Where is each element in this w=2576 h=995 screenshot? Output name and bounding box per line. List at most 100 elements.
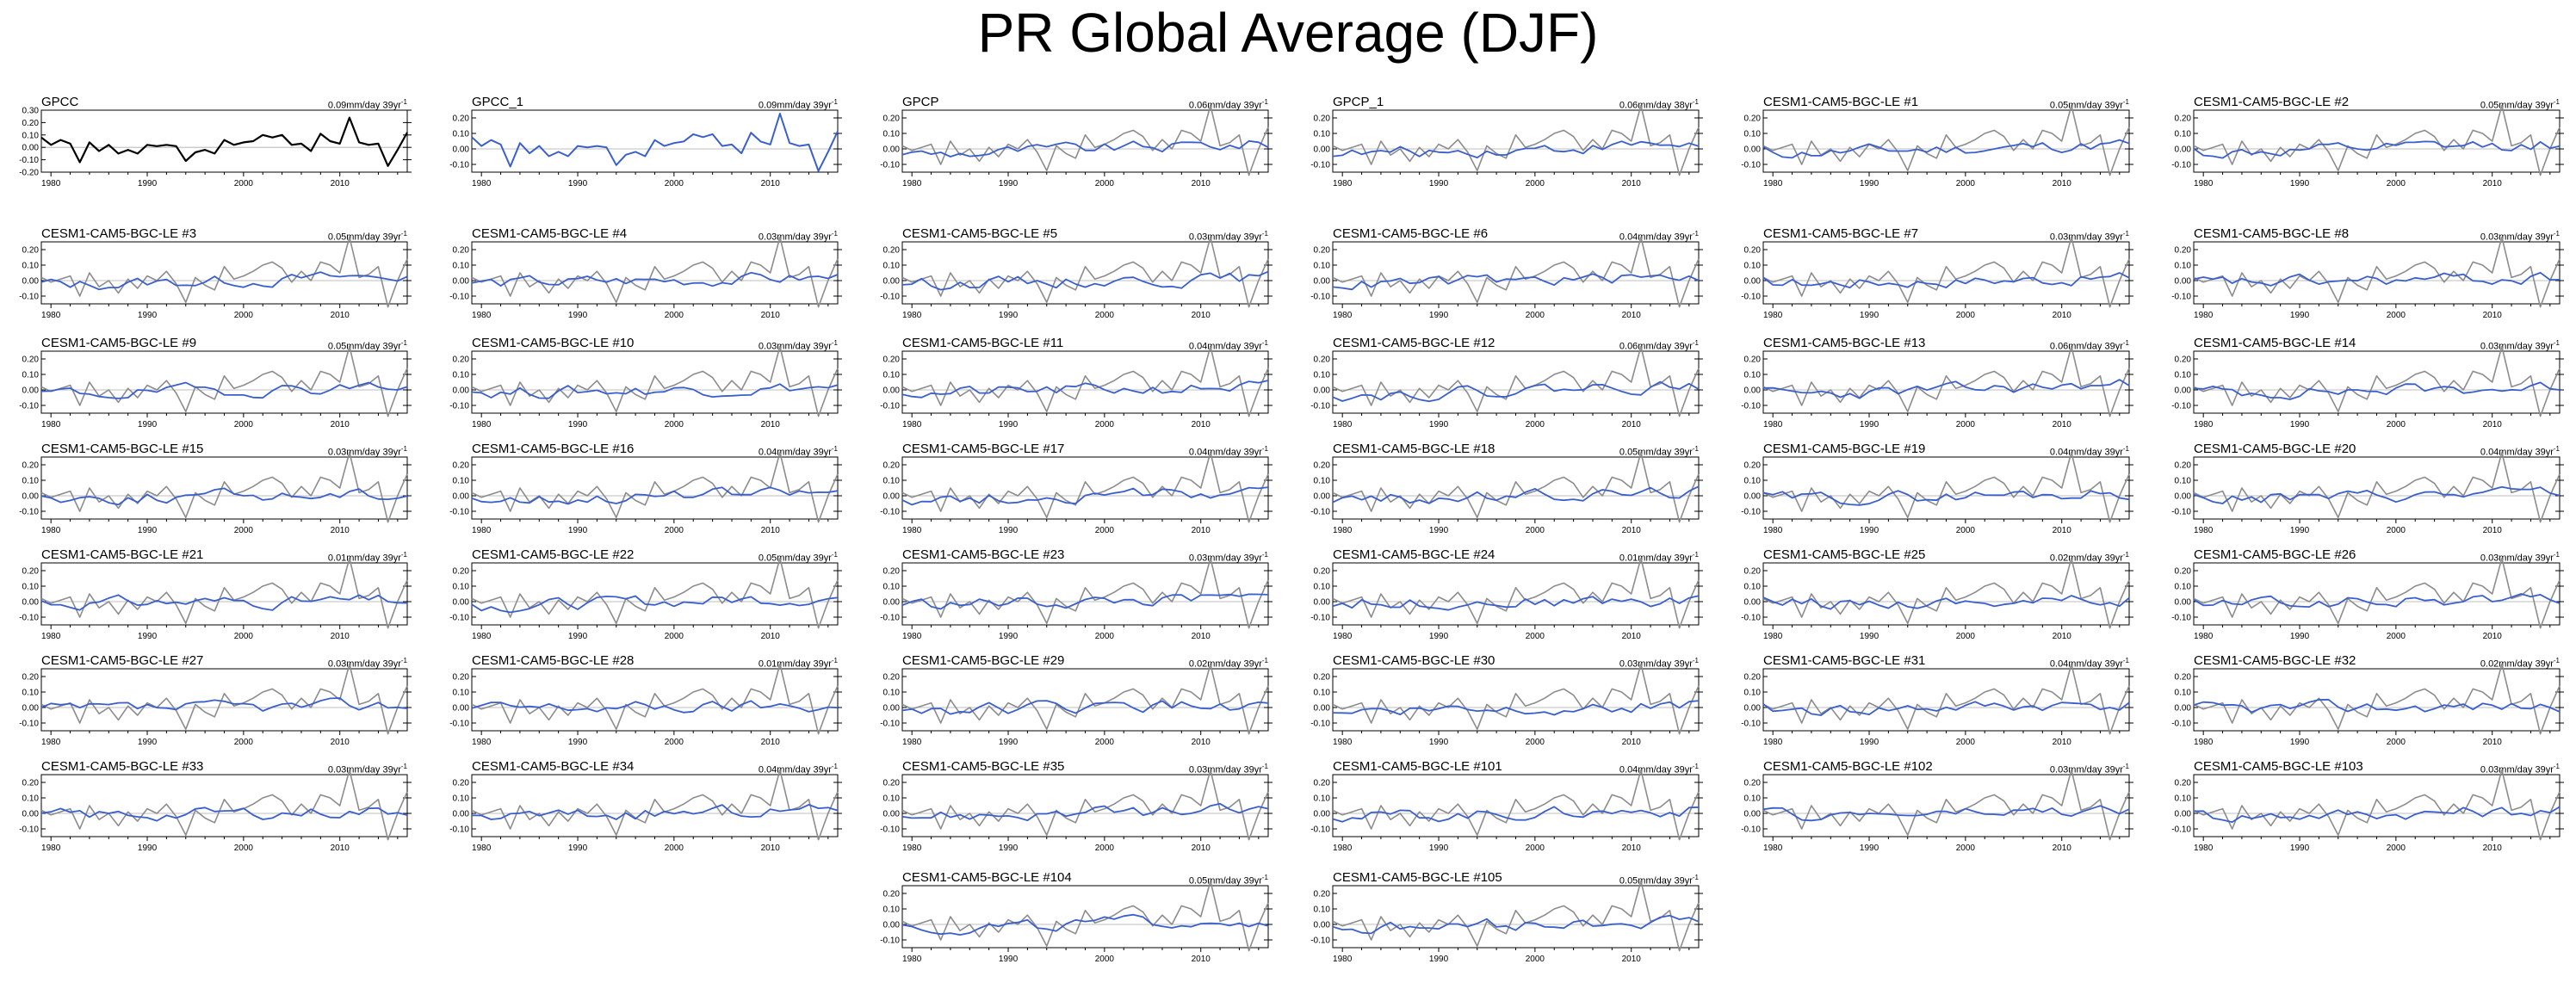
panel: CESM1-CAM5-BGC-LE #33 0.03mm/day 39yr-1 0.… (19, 759, 446, 862)
panel: CESM1-CAM5-BGC-LE #103 0.03mm/day 39yr-1 0… (2171, 759, 2576, 862)
x-tick-label: 2000 (2387, 420, 2406, 430)
y-tick-label: 0.10 (2175, 689, 2192, 698)
x-tick-label: 2010 (761, 526, 781, 535)
x-tick-label: 2010 (2483, 311, 2503, 320)
panel-trend-label: 0.04mm/day 39yr-1 (2480, 445, 2560, 458)
y-tick-label: 0.20 (1744, 246, 1762, 256)
observed-series-line (1762, 557, 2130, 629)
panel-trend-label: 0.01mm/day 39yr-1 (1619, 551, 1699, 564)
panel: CESM1-CAM5-BGC-LE #5 0.03mm/day 39yr-1 0.2… (880, 226, 1307, 330)
panel-title: CESM1-CAM5-BGC-LE #16 (472, 442, 635, 456)
panel-trend-label: 0.03mm/day 39yr-1 (2480, 339, 2560, 352)
x-tick-label: 1990 (1860, 844, 1879, 853)
observed-series-line (1762, 663, 2130, 735)
x-tick-label: 2000 (234, 179, 254, 188)
panel: CESM1-CAM5-BGC-LE #104 0.05mm/day 39yr-1 0… (880, 870, 1307, 973)
y-tick-label: 0.20 (22, 355, 40, 365)
x-tick-label: 1990 (999, 311, 1019, 320)
y-tick-label: 0.10 (1314, 477, 1331, 486)
y-tick-label: 0.20 (2175, 567, 2192, 577)
y-tick-label: 0.10 (22, 371, 40, 380)
y-tick-label: 0.20 (1744, 673, 1762, 683)
y-tick-label: 0.10 (883, 905, 901, 915)
observed-series-line (40, 451, 408, 523)
x-tick-label: 2000 (665, 420, 684, 430)
y-tick-label: 0.10 (883, 583, 901, 592)
model-series-line (40, 271, 408, 291)
x-tick-label: 1990 (999, 179, 1019, 188)
panel-title: CESM1-CAM5-BGC-LE #18 (1333, 442, 1495, 456)
panel-title: CESM1-CAM5-BGC-LE #20 (2194, 442, 2356, 456)
y-tick-label: 0.00 (22, 277, 40, 287)
panel: CESM1-CAM5-BGC-LE #11 0.04mm/day 39yr-1 0.… (880, 336, 1307, 439)
x-tick-label: 1980 (2194, 420, 2214, 430)
panel-title: CESM1-CAM5-BGC-LE #101 (1333, 759, 1502, 774)
x-tick-label: 2000 (1095, 955, 1115, 964)
panel-title: CESM1-CAM5-BGC-LE #7 (1763, 226, 1919, 241)
panel: CESM1-CAM5-BGC-LE #29 0.02mm/day 39yr-1 0.… (880, 653, 1307, 757)
observed-series-line (901, 880, 1269, 952)
x-tick-label: 2010 (2483, 632, 2503, 641)
y-tick-label: 0.10 (883, 794, 901, 804)
y-tick-label: 0.00 (1744, 810, 1762, 819)
model-series-line (901, 593, 1269, 610)
panel-title: CESM1-CAM5-BGC-LE #19 (1763, 442, 1926, 456)
y-tick-label: -0.10 (1310, 614, 1330, 623)
observed-series-line (1762, 104, 2130, 176)
x-tick-label: 1990 (568, 526, 588, 535)
panel-trend-label: 0.09mm/day 39yr-1 (758, 98, 838, 111)
panel-trend-label: 0.03mm/day 39yr-1 (1188, 551, 1268, 564)
panel: CESM1-CAM5-BGC-LE #20 0.04mm/day 39yr-1 0.… (2171, 442, 2576, 545)
y-tick-label: 0.00 (883, 810, 901, 819)
series-line (471, 113, 839, 172)
panel: CESM1-CAM5-BGC-LE #102 0.03mm/day 39yr-1 0… (1741, 759, 2168, 862)
model-series-line (1332, 140, 1700, 158)
y-tick-label: 0.20 (22, 673, 40, 683)
panel: CESM1-CAM5-BGC-LE #21 0.01mm/day 39yr-1 0.… (19, 547, 446, 651)
y-tick-label: 0.20 (1744, 567, 1762, 577)
x-tick-label: 2000 (1956, 738, 1976, 747)
panel-title: CESM1-CAM5-BGC-LE #32 (2194, 653, 2356, 668)
y-tick-label: 0.00 (2175, 386, 2192, 396)
panel: CESM1-CAM5-BGC-LE #15 0.03mm/day 39yr-1 0.… (19, 442, 446, 545)
x-tick-label: 2010 (761, 179, 781, 188)
observed-series-line (1762, 236, 2130, 308)
y-tick-label: -0.10 (449, 161, 469, 170)
x-tick-label: 1980 (902, 955, 922, 964)
x-tick-label: 2000 (1095, 420, 1115, 430)
panel-trend-label: 0.04mm/day 39yr-1 (758, 445, 838, 458)
y-tick-label: 0.20 (883, 461, 901, 471)
x-tick-label: 1980 (902, 420, 922, 430)
panel-title: CESM1-CAM5-BGC-LE #103 (2194, 759, 2363, 774)
panel: CESM1-CAM5-BGC-LE #25 0.02mm/day 39yr-1 0.… (1741, 547, 2168, 651)
panel: GPCC 0.09mm/day 39yr-1 0.30 0.20 0.10 0.00 -0.… (19, 95, 446, 198)
x-tick-label: 2000 (234, 738, 254, 747)
y-tick-label: 0.00 (1744, 598, 1762, 608)
x-tick-label: 2000 (665, 179, 684, 188)
panel-trend-label: 0.05mm/day 39yr-1 (1188, 874, 1268, 887)
x-tick-label: 1980 (2194, 179, 2214, 188)
x-tick-label: 2010 (2483, 844, 2503, 853)
y-tick-label: -0.10 (449, 825, 469, 835)
panel-title: CESM1-CAM5-BGC-LE #21 (41, 547, 204, 562)
x-tick-label: 1980 (472, 420, 492, 430)
model-series-line (471, 595, 839, 614)
y-tick-label: -0.10 (449, 508, 469, 517)
y-tick-label: -0.10 (2171, 825, 2191, 835)
y-tick-label: -0.10 (449, 402, 469, 411)
model-series-line (1762, 272, 2130, 288)
y-tick-label: 0.00 (883, 921, 901, 930)
panel: GPCP_1 0.06mm/day 38yr-1 0.20 0.10 0.00 -0.10… (1310, 95, 1737, 198)
panel: CESM1-CAM5-BGC-LE #3 0.05mm/day 39yr-1 0.2… (19, 226, 446, 330)
x-tick-label: 1980 (472, 179, 492, 188)
y-tick-label: 0.10 (22, 262, 40, 271)
y-tick-label: 0.10 (2175, 371, 2192, 380)
x-tick-label: 2010 (2483, 738, 2503, 747)
